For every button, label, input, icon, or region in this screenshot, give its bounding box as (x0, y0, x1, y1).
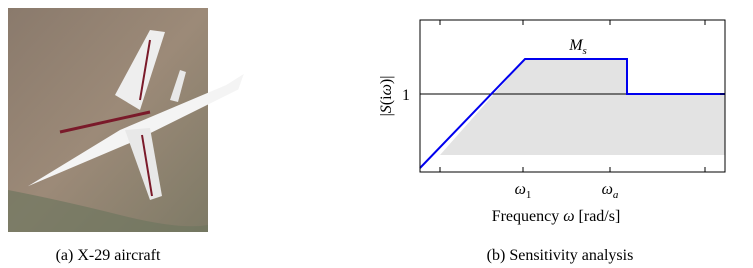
x-tick-label: ωa (602, 181, 619, 201)
y-tick-label: 1 (402, 87, 410, 104)
x-tick-label: ω1 (515, 181, 532, 201)
bound-region (440, 59, 725, 155)
caption: (b) Sensitivity analysis (487, 247, 634, 264)
figure: (a) X-29 aircraft Ms 1 ω1 ωa Frequency ω… (0, 0, 753, 268)
aircraft-photo (8, 8, 256, 232)
plot: Ms 1 ω1 ωa Frequency ω [rad/s] |S(iω)| (378, 20, 725, 225)
caption: (a) X-29 aircraft (56, 247, 161, 264)
annotation: Ms (568, 37, 587, 57)
x-axis-label: Frequency ω [rad/s] (492, 208, 621, 225)
y-axis-label: |S(iω)| (378, 76, 395, 117)
